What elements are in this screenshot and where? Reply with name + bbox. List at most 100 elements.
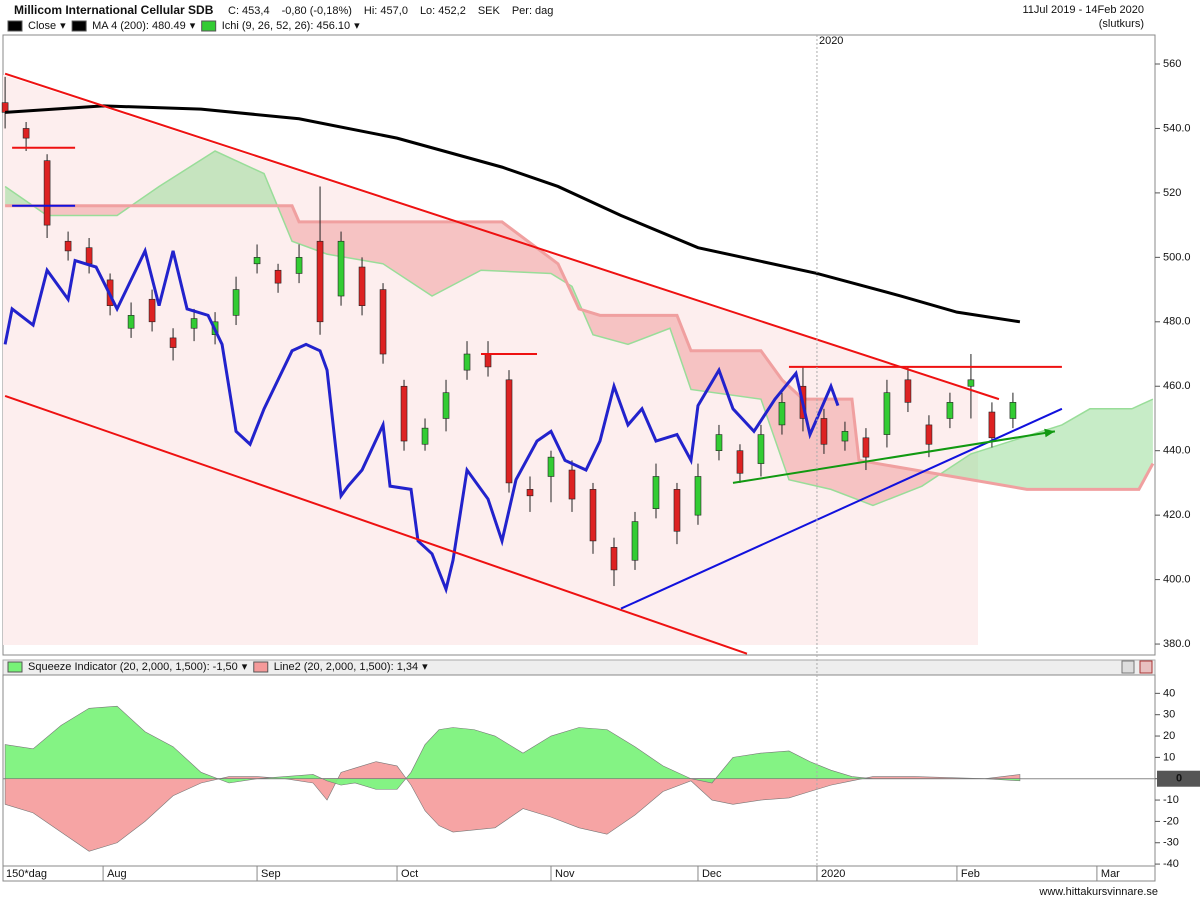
x-tick-label: Aug bbox=[107, 868, 127, 880]
legend-menu: ▾ bbox=[190, 20, 196, 32]
legend-swatch bbox=[71, 20, 87, 32]
candle-body bbox=[85, 247, 93, 265]
y-tick-label: 480.0 bbox=[1163, 316, 1191, 328]
chart-title: Millicom International Cellular SDB bbox=[14, 3, 214, 17]
price-note: (slutkurs) bbox=[1099, 18, 1144, 30]
legend-menu: ▾ bbox=[354, 20, 360, 32]
candle-body bbox=[22, 128, 30, 139]
legend-menu: ▾ bbox=[242, 661, 248, 673]
zero-label-box bbox=[1157, 770, 1200, 787]
legend-swatch bbox=[7, 20, 23, 32]
y-tick-label: 460.0 bbox=[1163, 380, 1191, 392]
y-tick-label: -10 bbox=[1163, 794, 1179, 806]
candle-body bbox=[43, 160, 51, 226]
candle-body bbox=[169, 337, 177, 348]
cloud-span-b bbox=[5, 204, 1155, 491]
y-tick-label: 500.0 bbox=[1163, 251, 1191, 263]
candle-body bbox=[421, 427, 429, 445]
candle-body bbox=[232, 289, 240, 316]
y-tick-label: 40 bbox=[1163, 687, 1175, 699]
candle-body bbox=[253, 257, 261, 265]
x-tick-label: Dec bbox=[702, 868, 722, 880]
trend-line bbox=[732, 430, 1056, 484]
candle-body bbox=[988, 411, 996, 439]
candle-body bbox=[148, 298, 156, 323]
period-label: 150*dag bbox=[6, 868, 47, 880]
candle-body bbox=[358, 266, 366, 306]
indicator-area bbox=[4, 705, 1021, 790]
legend-menu: ▾ bbox=[60, 20, 66, 32]
candle-body bbox=[820, 418, 828, 445]
candle-body bbox=[694, 476, 702, 516]
legend-menu: ▾ bbox=[422, 661, 428, 673]
candle-body bbox=[967, 379, 975, 387]
legend-swatch bbox=[253, 661, 269, 673]
candle-body bbox=[190, 318, 198, 329]
candle-body bbox=[379, 289, 387, 355]
candle-body bbox=[610, 547, 618, 571]
candle-body bbox=[631, 521, 639, 561]
close-icon[interactable] bbox=[1139, 660, 1153, 674]
candle-body bbox=[757, 434, 765, 464]
candle-body bbox=[736, 450, 744, 474]
candle-body bbox=[484, 353, 492, 368]
candle-body bbox=[505, 379, 513, 484]
candle-body bbox=[337, 240, 345, 297]
candle-body bbox=[925, 424, 933, 445]
header-info: Hi: 457,0 bbox=[364, 5, 408, 17]
candle-body bbox=[274, 269, 282, 284]
y-tick-label: 560 bbox=[1163, 58, 1181, 70]
candle-body bbox=[295, 257, 303, 274]
candle-body bbox=[127, 315, 135, 329]
y-tick-label: 10 bbox=[1163, 751, 1175, 763]
arrow-head bbox=[1044, 428, 1055, 438]
candle-body bbox=[715, 434, 723, 451]
candle-body bbox=[463, 353, 471, 371]
cloud-fill-up bbox=[5, 151, 1153, 506]
y-tick-label: -40 bbox=[1163, 858, 1179, 870]
trend-line bbox=[4, 394, 748, 655]
x-tick-label: 2020 bbox=[819, 35, 843, 47]
y-tick-label: -30 bbox=[1163, 837, 1179, 849]
candle-body bbox=[946, 402, 954, 419]
candle-body bbox=[400, 385, 408, 442]
candle-body bbox=[568, 469, 576, 500]
candle-body bbox=[1009, 402, 1017, 419]
candle-body bbox=[778, 402, 786, 426]
candle-body bbox=[862, 437, 870, 458]
moving-average bbox=[5, 104, 1021, 324]
y-tick-label: 540.0 bbox=[1163, 122, 1191, 134]
cloud-span-a bbox=[4, 150, 1154, 507]
x-tick-label: Nov bbox=[555, 868, 575, 880]
legend-swatch bbox=[201, 20, 217, 32]
y-tick-label: 520 bbox=[1163, 187, 1181, 199]
trend-line bbox=[4, 72, 1000, 401]
candle-body bbox=[547, 456, 555, 477]
candle-body bbox=[1, 102, 9, 113]
date-strip bbox=[2, 865, 1156, 882]
y-tick-label: 400.0 bbox=[1163, 574, 1191, 586]
candle-body bbox=[673, 489, 681, 532]
marks bbox=[1, 72, 1155, 852]
header-info: SEK bbox=[478, 5, 501, 17]
candle-body bbox=[589, 489, 597, 542]
y-tick-label: 20 bbox=[1163, 730, 1175, 742]
y-tick-label: 380.0 bbox=[1163, 638, 1191, 650]
y-tick-label: 420.0 bbox=[1163, 509, 1191, 521]
settings-icon[interactable] bbox=[1121, 660, 1135, 674]
indicator-area bbox=[4, 761, 1021, 852]
candle-body bbox=[652, 476, 660, 510]
x-tick-label: Oct bbox=[401, 868, 418, 880]
legend-label: Squeeze Indicator (20, 2,000, 1,500): -1… bbox=[28, 661, 238, 673]
candle-body bbox=[883, 392, 891, 435]
legend-label: MA 4 (200): 480.49 bbox=[92, 20, 186, 32]
candle-body bbox=[64, 240, 72, 252]
header-info: Lo: 452,2 bbox=[420, 5, 466, 17]
candle-body bbox=[442, 392, 450, 419]
y-tick-label: 30 bbox=[1163, 709, 1175, 721]
header-info: -0,80 (-0,18%) bbox=[282, 5, 352, 17]
header-info: C: 453,4 bbox=[228, 5, 270, 17]
header-info: Per: dag bbox=[512, 5, 554, 17]
candle-body bbox=[841, 431, 849, 442]
